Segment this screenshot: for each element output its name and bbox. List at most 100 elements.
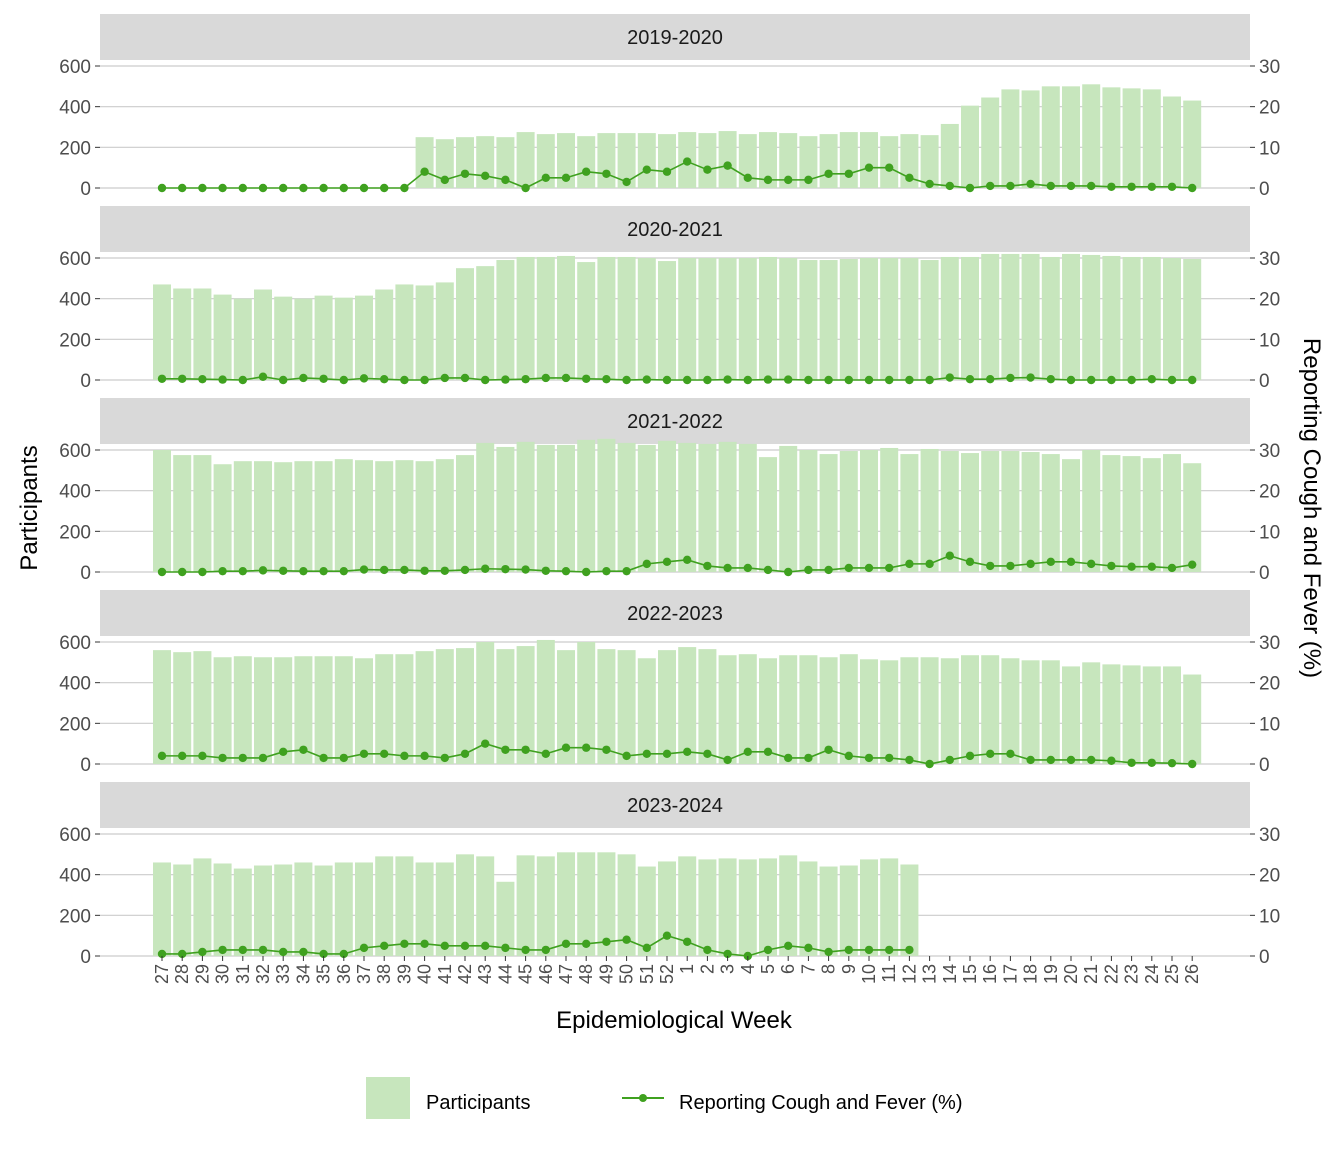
cough-fever-point [198,374,207,384]
participants-bar [1001,451,1020,572]
participants-bar [213,657,232,764]
participants-bar [294,862,313,956]
participants-bar [476,442,495,572]
y-tick-label: 600 [59,441,91,462]
cough-fever-point [440,175,449,185]
cough-fever-line [162,934,910,957]
cough-fever-point [1066,181,1076,191]
participants-bar [900,134,919,188]
cough-fever-point [642,375,651,384]
x-tick-label: 7 [798,964,818,974]
cough-fever-point [582,743,591,752]
cough-fever-point [218,945,227,955]
participants-bar [415,461,434,572]
participants-bar [395,284,414,380]
cough-fever-point [238,945,247,955]
x-tick-label: 27 [152,964,172,984]
cough-fever-point [198,947,207,957]
x-tick-label: 29 [192,964,212,984]
cough-fever-point [420,375,429,385]
panel-2022-2023: 2022-2023 0 200 400 600 0 10 20 30 [59,590,1280,776]
participants-bar [1001,253,1020,380]
x-tick-label: 10 [859,964,879,984]
y-tick-label: 0 [80,179,91,200]
participants-bar [880,258,899,380]
cough-fever-point [238,753,247,763]
y-tick-label: 0 [80,755,91,776]
cough-fever-point [157,567,167,577]
cough-fever-point [501,175,510,185]
participants-bar [516,441,535,572]
participants-bar [294,461,313,572]
cough-fever-point [844,169,853,178]
participants-bar [637,866,656,956]
cough-fever-point [380,374,389,384]
participants-bar [557,255,575,380]
participants-bar [476,642,495,764]
participants-bar [1102,455,1121,572]
cough-fever-point [481,375,490,385]
cough-fever-line [162,554,1193,573]
participants-bar [1142,256,1161,380]
y-tick-label: 200 [59,714,91,735]
cough-fever-point [178,374,187,383]
participants-bar [395,654,414,764]
cough-fever-point [258,566,268,575]
cough-fever-point [763,175,773,185]
cough-fever-point [1107,756,1116,765]
participants-bar [577,262,596,380]
cough-fever-point [965,557,975,567]
y2-tick-label: 30 [1259,633,1280,654]
cough-fever-point [844,945,853,955]
cough-fever-point [299,566,308,576]
participants-bar [456,455,474,572]
participants-bar [233,461,252,572]
panel-strip [100,206,1250,252]
cough-fever-point [723,949,732,959]
y2-tick-label: 20 [1259,866,1280,887]
participants-bar [839,654,858,764]
cough-fever-point [1167,758,1177,768]
participants-bar [880,136,899,188]
x-tick-label: 34 [293,964,313,984]
participants-bar [577,136,596,188]
cough-fever-point [359,749,369,759]
cough-fever-point [885,753,894,763]
participants-bar [334,459,353,572]
x-tick-label: 26 [1182,964,1202,984]
participants-bar [294,656,313,764]
cough-fever-point [501,943,510,953]
participants-bar [940,123,959,188]
cough-fever-point [945,181,954,191]
cough-fever-point [622,375,631,385]
participants-bar [779,445,798,572]
cough-fever-point [622,177,631,187]
cough-fever-point [662,375,672,385]
participants-bar [678,258,697,380]
y-tick-label: 0 [80,371,91,392]
y2-tick-label: 0 [1259,755,1270,776]
participants-bar [658,861,676,956]
cough-fever-point [723,563,732,573]
cough-fever-point [642,749,651,759]
participants-bar [637,444,656,572]
participants-bar [617,256,636,380]
participants-bar [799,260,818,380]
participants-bar [1142,458,1161,572]
participants-bar [1163,666,1181,764]
cough-fever-point [218,753,227,763]
x-tick-label: 25 [1162,964,1182,984]
cough-fever-point [642,559,651,569]
participants-bar [860,859,878,956]
participants-bar [1041,454,1060,572]
cough-fever-point [1066,755,1076,765]
cough-fever-point [460,373,470,383]
cough-fever-point [582,567,591,577]
participants-bar [355,460,373,572]
cough-fever-point [703,375,712,385]
participants-bar [1142,89,1161,188]
cough-fever-point [1066,375,1076,385]
cough-fever-point [1127,182,1136,191]
participants-bar [597,256,616,380]
participants-bar [557,650,575,764]
